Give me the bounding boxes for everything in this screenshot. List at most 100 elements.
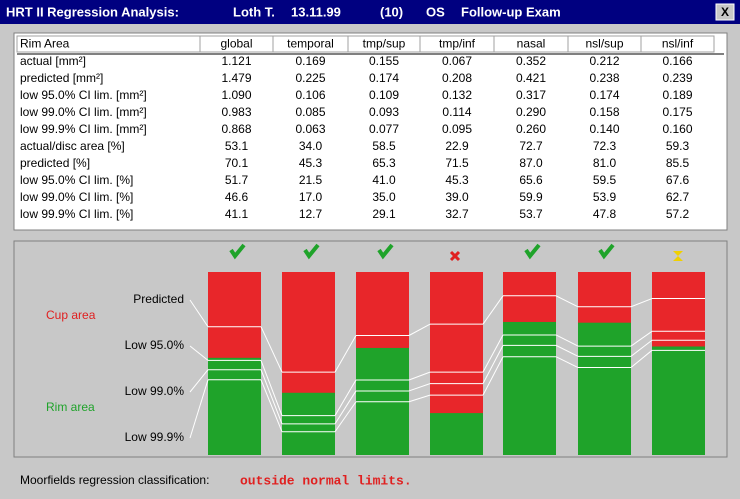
- table-cell: low 99.9% CI lim. [mm²]: [20, 122, 147, 136]
- table-cell: 0.109: [369, 88, 399, 102]
- table-cell: 0.239: [662, 71, 692, 85]
- table-cell: 0.132: [442, 88, 472, 102]
- table-cell: 0.114: [442, 105, 471, 119]
- connector: [630, 349, 653, 368]
- table-cell: 0.260: [516, 122, 546, 136]
- table-cell: 0.225: [295, 71, 325, 85]
- table-cell: 0.174: [369, 71, 399, 85]
- connector: [408, 394, 431, 403]
- table-cell: 1.121: [221, 54, 251, 68]
- connector: [482, 295, 504, 325]
- table-cell: 0.189: [662, 88, 692, 102]
- connector: [555, 356, 579, 368]
- connector: [260, 326, 283, 373]
- connector: [630, 330, 653, 347]
- table-cell: 45.3: [299, 156, 323, 170]
- table-cell: 22.9: [445, 139, 469, 153]
- level-label: Predicted: [133, 292, 184, 306]
- table-cell: 0.169: [295, 54, 325, 68]
- connector: [555, 344, 579, 357]
- check-icon: [229, 243, 246, 260]
- connector: [630, 339, 653, 357]
- table-cell: 71.5: [445, 156, 469, 170]
- table-cell: 0.174: [589, 88, 619, 102]
- table-cell: 1.479: [221, 71, 251, 85]
- table-cell: 0.160: [662, 122, 692, 136]
- table-cell: 0.106: [295, 88, 325, 102]
- table-cell: 0.095: [442, 122, 472, 136]
- table-cell: 81.0: [593, 156, 617, 170]
- connector: [482, 334, 504, 373]
- check-icon: [524, 243, 541, 260]
- connector: [408, 371, 431, 381]
- table-cell: 65.3: [372, 156, 396, 170]
- connector: [555, 334, 579, 347]
- table-cell: low 99.9% CI lim. [%]: [20, 207, 133, 221]
- header-text: nsl/inf: [662, 37, 694, 51]
- table-cell: 0.063: [295, 122, 325, 136]
- table-cell: 0.868: [221, 122, 251, 136]
- connector: [189, 299, 209, 327]
- table-cell: 0.983: [221, 105, 251, 119]
- header-text: Rim Area: [20, 37, 70, 51]
- table-cell: 21.5: [299, 173, 323, 187]
- title-text: Follow-up Exam: [461, 4, 561, 19]
- table-cell: 62.7: [666, 190, 690, 204]
- title-text: Loth T.: [233, 4, 275, 19]
- header-cell: [640, 35, 715, 53]
- connector: [334, 390, 357, 425]
- connector: [334, 401, 357, 433]
- close-button[interactable]: [715, 3, 735, 21]
- table-cell: predicted [mm²]: [20, 71, 103, 85]
- table-cell: 87.0: [519, 156, 543, 170]
- table-cell: 53.7: [519, 207, 543, 221]
- table-cell: 39.0: [445, 190, 469, 204]
- table-cell: low 99.0% CI lim. [%]: [20, 190, 133, 204]
- table-cell: 47.8: [593, 207, 617, 221]
- header-text: nasal: [517, 37, 546, 51]
- table-cell: 41.0: [372, 173, 396, 187]
- table-cell: actual [mm²]: [20, 54, 86, 68]
- table-cell: 0.085: [295, 105, 325, 119]
- rim-bar: [652, 346, 705, 455]
- header-text: temporal: [287, 37, 334, 51]
- table-cell: 85.5: [666, 156, 690, 170]
- title-text: 13.11.99: [291, 4, 341, 19]
- table-cell: 45.3: [445, 173, 469, 187]
- table-cell: 41.1: [225, 207, 249, 221]
- table-cell: 35.0: [372, 190, 396, 204]
- cross-icon: [449, 250, 461, 262]
- table-cell: 59.9: [519, 190, 543, 204]
- level-label: Low 99.0%: [125, 384, 185, 398]
- table-cell: 0.067: [442, 54, 472, 68]
- footer-label: Moorfields regression classification:: [20, 473, 209, 487]
- table-cell: 59.3: [666, 139, 690, 153]
- title-bar: [0, 0, 740, 24]
- connector: [189, 379, 209, 439]
- connector: [482, 345, 504, 384]
- table-cell: 51.7: [225, 173, 249, 187]
- header-text: tmp/sup: [363, 37, 406, 51]
- table-cell: 0.166: [662, 54, 692, 68]
- check-icon: [303, 243, 320, 260]
- table-cell: 32.7: [445, 207, 469, 221]
- table-cell: 0.155: [369, 54, 399, 68]
- table-cell: low 95.0% CI lim. [%]: [20, 173, 133, 187]
- close-label[interactable]: X: [721, 5, 729, 19]
- connector: [260, 360, 283, 416]
- table-cell: 0.352: [516, 54, 546, 68]
- table-cell: 0.208: [442, 71, 472, 85]
- table-cell: 53.1: [225, 139, 249, 153]
- connector: [334, 379, 357, 416]
- title-text: (10): [380, 4, 403, 19]
- table-cell: 57.2: [666, 207, 690, 221]
- title-text: HRT II Regression Analysis:: [6, 4, 179, 19]
- check-icon: [377, 243, 394, 260]
- table-cell: actual/disc area [%]: [20, 139, 125, 153]
- table-cell: 0.317: [516, 88, 546, 102]
- footer-result: outside normal limits.: [240, 473, 412, 488]
- table-cell: 0.238: [589, 71, 619, 85]
- connector: [189, 345, 209, 361]
